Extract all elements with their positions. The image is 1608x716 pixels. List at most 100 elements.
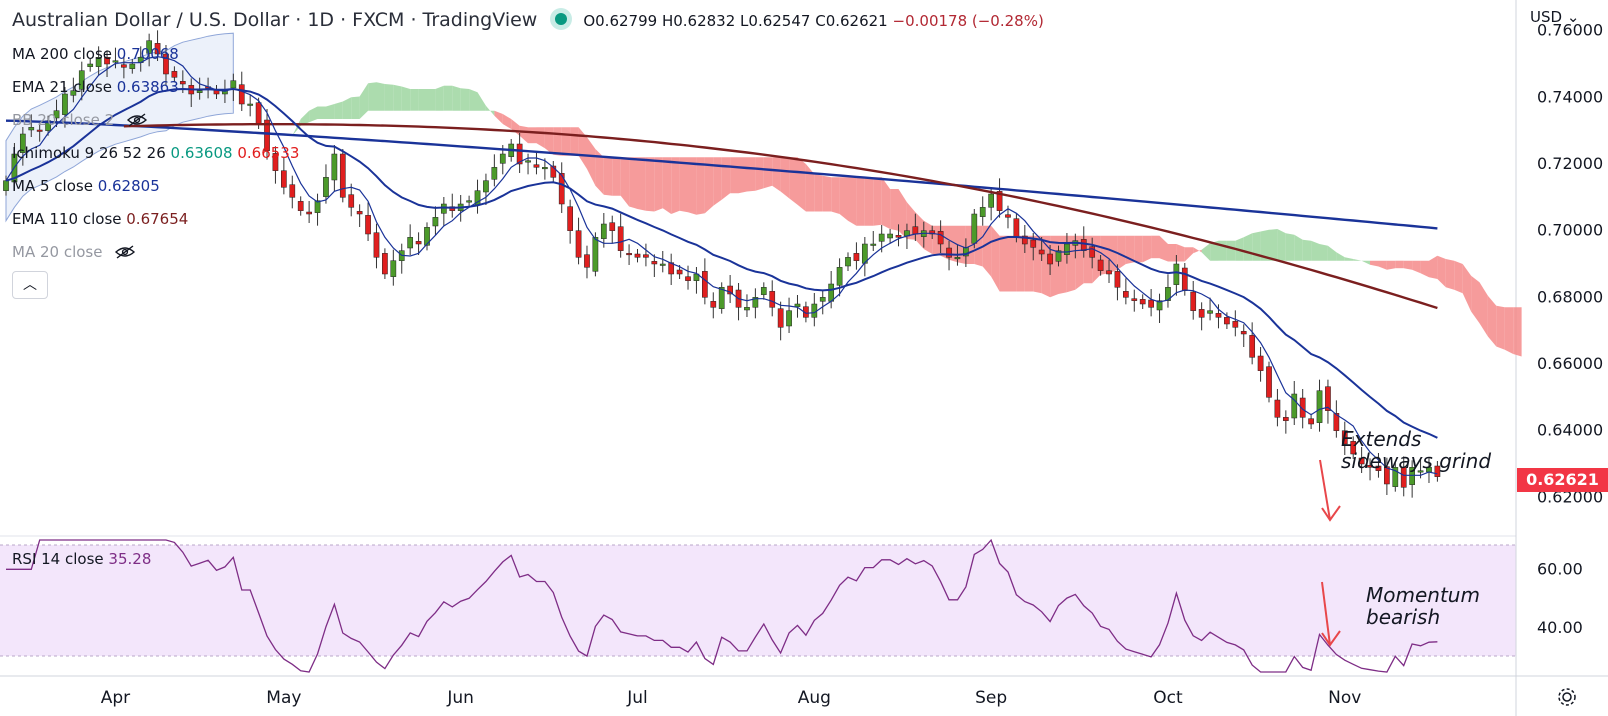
candle-body (971, 213, 978, 244)
candle-body (1089, 246, 1096, 258)
legend-ema110[interactable]: EMA 110 close 0.67654 (12, 210, 188, 228)
cloud-segment (1513, 307, 1522, 357)
price-tick-label: 0.68000 (1537, 287, 1603, 306)
ma200-line (5, 119, 1438, 230)
candle-body (373, 232, 380, 258)
rsi-tick-label: 40.00 (1537, 618, 1583, 637)
ema21-line (5, 87, 1438, 439)
cloud-segment (300, 110, 310, 126)
moving-average-lines (5, 56, 1438, 476)
candle-body (1047, 253, 1053, 265)
cloud-segment (317, 106, 326, 119)
candle-body (769, 291, 776, 308)
cloud-segment (1412, 260, 1421, 274)
cloud-segment (1184, 247, 1194, 262)
cloud-segment (443, 85, 453, 111)
candle-body (230, 80, 237, 89)
legend-value2: 0.66533 (237, 144, 300, 162)
candle-body (483, 180, 489, 193)
cloud-segment (359, 83, 369, 119)
chevron-up-icon: ︿ (23, 277, 37, 293)
cloud-segment (427, 89, 436, 111)
cloud-segment (662, 157, 672, 214)
candle-body (28, 127, 35, 131)
legend-ichimoku[interactable]: Ichimoku 9 26 52 26 0.63608 0.66533 (12, 144, 299, 162)
candle-body (643, 254, 649, 258)
currency-selector[interactable]: USD ⌄ (1530, 8, 1579, 26)
candle-body (1123, 291, 1129, 298)
cloud-segment (511, 119, 520, 136)
cloud-segment (342, 97, 352, 119)
time-tick-label: Jul (626, 688, 648, 708)
candle-body (356, 211, 363, 215)
candle-body (87, 63, 94, 67)
candle-body (558, 173, 565, 205)
cloud-segment (915, 212, 924, 249)
candle-body (1266, 366, 1272, 398)
cloud-segment (898, 189, 907, 239)
candle-body (954, 257, 961, 260)
cloud-segment (1092, 235, 1101, 284)
cloud-segment (1504, 307, 1514, 354)
cloud-segment (1344, 257, 1354, 261)
candle-body (62, 93, 68, 115)
cloud-segment (1176, 244, 1185, 262)
legend-ma20[interactable]: MA 20 close (12, 243, 136, 261)
gear-icon[interactable] (1556, 686, 1578, 708)
candle-body (36, 129, 43, 132)
legend-rsi[interactable]: RSI 14 close 35.28 (12, 550, 151, 568)
cloud-segment (1050, 235, 1059, 298)
cloud-segment (797, 157, 806, 212)
candle-body (432, 217, 439, 227)
symbol-title[interactable]: Australian Dollar / U.S. Dollar · 1D · F… (12, 9, 538, 31)
cloud-segment (982, 225, 992, 277)
candle-body (499, 153, 506, 164)
time-tick-label: Aug (798, 688, 831, 708)
candle-body (760, 287, 767, 295)
legend-ma200[interactable]: MA 200 close 0.70068 (12, 45, 179, 63)
cloud-segment (923, 220, 933, 254)
candle-body (1417, 470, 1424, 473)
candle-body (281, 170, 287, 188)
candle-body (853, 253, 860, 261)
time-tick-label: Apr (101, 688, 130, 708)
down-arrow-price (1319, 459, 1341, 522)
legend-bb[interactable]: BB 20 close 2 (12, 111, 148, 129)
candle-body (466, 200, 472, 203)
hidden-eye-icon[interactable] (114, 245, 136, 259)
candle-body (238, 84, 245, 105)
candle-body (1207, 310, 1213, 314)
cloud-segment (368, 82, 377, 111)
cloud-segment (485, 105, 495, 116)
cloud-segment (688, 157, 697, 215)
legend-ema21[interactable]: EMA 21 close 0.63863 (12, 78, 179, 96)
candle-body (828, 283, 835, 302)
legend-ma5[interactable]: MA 5 close 0.62805 (12, 177, 160, 195)
cloud-segment (544, 127, 554, 155)
candle-body (289, 184, 296, 198)
cloud-segment (1487, 295, 1497, 347)
candle-body (626, 253, 632, 256)
cloud-segment (814, 174, 823, 212)
rsi-line (6, 538, 1438, 673)
candle-body (78, 70, 85, 90)
cloud-segment (1302, 239, 1312, 261)
cloud-segment (1471, 275, 1480, 324)
cloud-segment (856, 177, 865, 226)
cloud-segment (730, 157, 739, 194)
last-price-tag: 0.62621 (1517, 468, 1608, 492)
candle-body (525, 160, 531, 163)
ohlc-readout: O0.62799 H0.62832 L0.62547 C0.62621 −0.0… (583, 12, 1043, 30)
cloud-segment (1403, 260, 1413, 270)
price-tick-label: 0.66000 (1537, 354, 1603, 373)
annotation-rsi-line2: bearish (1366, 605, 1440, 629)
candle-body (390, 260, 397, 277)
hidden-eye-icon[interactable] (126, 113, 148, 127)
candle-body (1325, 386, 1331, 411)
collapse-legend-button[interactable]: ︿ (12, 271, 48, 299)
cloud-segment (1437, 255, 1446, 288)
candle-body (1156, 300, 1163, 311)
cloud-segment (452, 85, 461, 111)
candle-body (3, 180, 9, 191)
